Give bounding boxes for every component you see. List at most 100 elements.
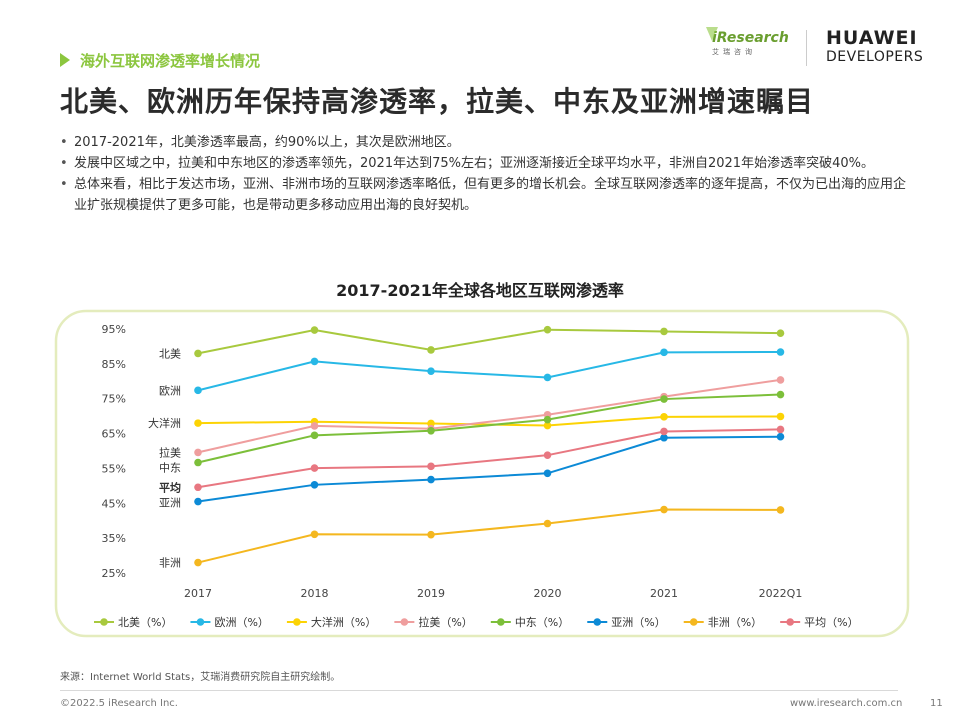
data-point-大洋洲 [194,419,202,427]
triangle-bullet-icon [60,53,70,67]
data-point-北美 [427,346,435,354]
x-tick-label: 2020 [534,587,562,600]
data-point-中东 [543,415,552,424]
legend-label-大洋洲: 大洋洲（%） [311,615,376,629]
footer-divider [60,690,898,691]
series-line-中东 [197,393,781,464]
data-point-大洋洲 [543,421,552,430]
data-point-中东 [776,390,785,399]
copyright: ©2022.5 iResearch Inc. [60,698,178,709]
data-point-欧洲 [310,357,319,366]
data-point-欧洲 [194,386,202,395]
data-point-北美 [543,325,552,334]
y-tick-label: 65% [102,428,126,441]
data-point-大洋洲 [660,413,668,421]
data-point-拉美 [776,376,785,384]
x-tick-label: 2022Q1 [759,587,803,600]
legend-swatch-dot [497,618,505,626]
legend-label-非洲: 非洲（%） [708,616,762,629]
data-point-欧洲 [543,373,552,382]
data-point-非洲 [660,505,668,514]
bullet-item: 2017-2021年，北美渗透率最高，约90%以上，其次是欧洲地区。 [60,132,910,153]
legend-swatch-dot [196,618,205,626]
data-point-北美 [660,327,668,336]
data-point-平均 [660,427,668,436]
data-point-中东 [194,458,202,467]
iresearch-logo-subtitle: 艾瑞咨询 [712,48,756,56]
data-point-亚洲 [660,433,668,442]
legend-label-亚洲: 亚洲（%） [611,616,665,629]
data-point-非洲 [427,530,435,539]
bullet-list: 2017-2021年，北美渗透率最高，约90%以上，其次是欧洲地区。 发展中区域… [60,132,910,216]
chart-title: 2017-2021年全球各地区互联网渗透率 [336,281,624,300]
page-number: 11 [930,698,943,709]
y-tick-label: 75% [102,393,126,406]
series-line-拉美 [197,378,781,454]
series-label-亚洲: 亚洲 [159,496,181,509]
data-point-平均 [194,483,202,492]
y-tick-label: 95% [102,323,126,336]
legend-label-拉美: 拉美（%） [418,615,472,629]
section-heading-text: 海外互联网渗透率增长情况 [80,52,261,70]
data-point-拉美 [310,422,319,430]
legend-label-平均: 平均（%） [804,616,858,629]
data-point-非洲 [310,530,319,539]
series-label-中东: 中东 [159,461,181,474]
logo-divider [806,30,807,66]
data-point-中东 [310,431,319,440]
series-label-北美: 北美 [159,347,181,360]
chart-frame [54,309,910,638]
legend-label-中东: 中东（%） [515,616,569,629]
iresearch-logo: iResearch 艾瑞咨询 [706,27,789,57]
series-line-非洲 [197,508,781,564]
legend-label-北美: 北美（%） [118,616,172,629]
data-point-亚洲 [310,481,319,489]
data-point-亚洲 [543,469,552,478]
iresearch-logo-name: iResearch [712,30,789,46]
x-tick-label: 2018 [301,587,329,600]
data-point-欧洲 [427,367,435,375]
bullet-item: 发展中区域之中，拉美和中东地区的渗透率领先，2021年达到75%左右；亚洲逐渐接… [60,153,910,174]
legend-swatch-dot [689,618,698,626]
data-point-平均 [776,425,785,434]
series-line-亚洲 [197,435,781,503]
data-point-亚洲 [194,497,202,506]
legend-label-欧洲: 欧洲（%） [214,616,268,629]
data-point-北美 [310,326,319,334]
y-tick-label: 35% [102,532,126,545]
data-point-非洲 [776,506,785,514]
series-line-北美 [197,328,781,355]
legend-swatch-dot [293,618,301,626]
series-label-欧洲: 欧洲 [159,384,181,397]
data-point-平均 [427,462,435,471]
data-point-欧洲 [660,348,668,357]
data-point-非洲 [543,519,552,528]
data-point-欧洲 [776,348,785,356]
series-line-平均 [197,428,781,489]
x-tick-label: 2017 [184,587,212,600]
huawei-logo-line1: HUAWEI [826,27,918,49]
page-title: 北美、欧洲历年保持高渗透率，拉美、中东及亚洲增速瞩目 [60,85,815,118]
y-tick-label: 85% [102,358,126,371]
series-label-大洋洲: 大洋洲 [148,416,181,430]
legend-swatch-dot [786,618,794,626]
huawei-logo-line2: DEVELOPERS [826,49,924,65]
data-point-大洋洲 [427,419,435,428]
data-point-中东 [660,395,668,403]
data-point-平均 [543,451,552,459]
legend-swatch-dot [400,618,409,626]
data-point-中东 [427,426,435,435]
legend-swatch-dot [100,618,108,626]
y-tick-label: 45% [102,497,126,510]
data-point-亚洲 [776,432,785,441]
section-heading: 海外互联网渗透率增长情况 [60,50,260,71]
x-tick-label: 2019 [417,587,445,600]
bullet-item: 总体来看，相比于发达市场，亚洲、非洲市场的互联网渗透率略低，但有更多的增长机会。… [60,174,910,216]
data-point-非洲 [194,558,202,567]
data-point-北美 [776,329,785,337]
series-label-拉美: 拉美 [159,445,181,459]
huawei-developers-logo: HUAWEI DEVELOPERS [826,28,923,66]
x-tick-label: 2021 [650,587,678,600]
series-label-平均: 平均 [159,480,181,494]
